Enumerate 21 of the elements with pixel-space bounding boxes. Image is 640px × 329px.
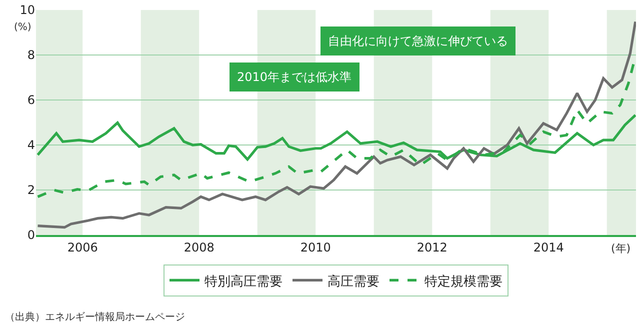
line-series — [36, 20, 636, 229]
y-tick-label: 8 — [27, 48, 35, 62]
line-series — [36, 62, 635, 198]
y-tick-label: 2 — [27, 183, 35, 198]
legend-label: 高圧需要 — [328, 273, 380, 290]
x-tick-label: 2008 — [184, 240, 214, 254]
x-tick-label: 2006 — [67, 240, 98, 254]
x-tick-label: 2010 — [300, 240, 331, 254]
y-axis-title: (%) — [14, 22, 32, 33]
annotation: 2010年までは低水準 — [237, 70, 352, 84]
y-tick-label: 6 — [27, 93, 35, 108]
x-tick-label: 2012 — [416, 240, 448, 254]
x-tick-label: 2014 — [533, 240, 564, 254]
annotation: 自由化に向けて急激に伸びている — [328, 34, 508, 48]
x-axis-title: (年) — [611, 242, 631, 255]
legend-label: 特別高圧需要 — [204, 273, 282, 290]
y-tick-label: 0 — [27, 228, 35, 242]
legend-label: 特定規模需要 — [424, 274, 502, 290]
y-tick-label: 4 — [27, 138, 35, 152]
text: （出典）エネルギー情報局ホームページ — [5, 311, 185, 323]
y-tick-label: 10 — [20, 3, 35, 18]
